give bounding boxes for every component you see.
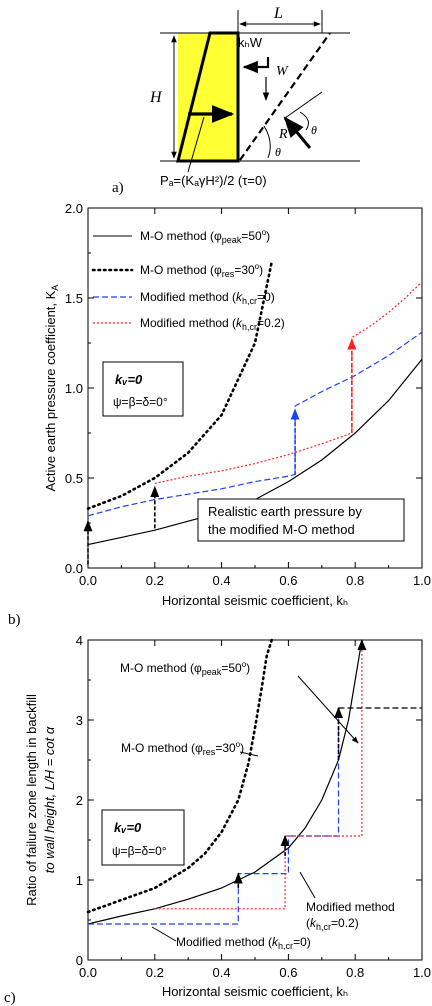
condition-b-angles: ψ=β=δ=0° xyxy=(113,395,168,409)
chartC-series-3-line xyxy=(154,640,363,910)
condition-c-angles: ψ=β=δ=0° xyxy=(112,844,167,858)
label-W: W xyxy=(276,64,289,79)
angle-arc-bottom xyxy=(263,125,271,159)
chartB-ytick-label: 0.0 xyxy=(65,561,83,576)
pa-leader xyxy=(187,116,205,173)
chartC-xtick-label: 0.2 xyxy=(146,965,164,980)
chartB-series-2-line xyxy=(87,331,423,517)
chartC-series-0-line xyxy=(87,639,363,925)
chartB-ytick-label: 2.0 xyxy=(65,201,83,216)
chartB-ytick-label: 1.0 xyxy=(65,381,83,396)
chartB-series-3-line xyxy=(154,281,423,484)
label-R: R xyxy=(278,127,288,142)
label-L: L xyxy=(273,5,283,22)
label-theta-1: θ xyxy=(311,123,317,137)
label-khW: kₕW xyxy=(238,35,263,50)
chartB-xtick-label: 0.2 xyxy=(146,573,164,588)
R-arrow xyxy=(283,116,312,149)
chartC-ytick-label: 0 xyxy=(76,953,83,968)
khW-arrow xyxy=(242,57,270,74)
wall-diagram: H L kₕW W R θ θ Pₐ=(KₐγH²)/2 (τ=0) a) xyxy=(112,5,360,196)
label-H: H xyxy=(149,89,163,106)
chartB-ytick-label: 1.5 xyxy=(65,291,83,306)
leader-c-mo-peak xyxy=(297,675,359,744)
chart-c-ylabel-2: to wall height, L/H = cot α xyxy=(42,726,57,873)
condition-c-kv: kᵥ=0 xyxy=(114,820,142,835)
chart-b-ylabel: Active earth pressure coefficient, KA xyxy=(43,285,60,492)
annotation-box-b xyxy=(197,498,405,542)
condition-box-b xyxy=(102,361,184,417)
chartC-ytick-label: 2 xyxy=(76,793,83,808)
legend-b-label-4: Modified method (kh,cr=0.2) xyxy=(140,316,285,332)
chartC-xtick-label: 0.6 xyxy=(279,965,297,980)
chartC-ytick-label: 1 xyxy=(76,873,83,888)
condition-b-kv: kᵥ=0 xyxy=(115,372,143,387)
leader-c-mo-res xyxy=(239,751,259,757)
legend-b-label-1: M-O method (φpeak=50o) xyxy=(140,228,270,245)
label-theta-2: θ xyxy=(275,145,281,159)
label-c-mo-res: M-O method (φres=30o) xyxy=(121,740,244,757)
label-c-mo-peak: M-O method (φpeak=50o) xyxy=(120,660,250,677)
chartB-xtick-label: 0.4 xyxy=(213,573,231,588)
leader-c-mod02 xyxy=(299,871,316,899)
annotation-b-line2: the modified M-O method xyxy=(208,522,355,537)
angle-arc-top xyxy=(299,111,309,131)
chartB-xtick-label: 1.0 xyxy=(413,573,431,588)
chartC-xtick-label: 0.4 xyxy=(213,965,231,980)
chartC-ytick-label: 3 xyxy=(76,713,83,728)
condition-box-c xyxy=(101,809,185,866)
legend-b: M-O method (φpeak=50o) M-O method (φres=… xyxy=(91,228,285,332)
chartC-ytick-label: 4 xyxy=(76,633,83,648)
chartC-xtick-label: 0.8 xyxy=(346,965,364,980)
chart-c-xlabel-text: Horizontal seismic coefficient, kₕ xyxy=(162,984,348,999)
label-c-mod0: Modified method (kh,cr=0) xyxy=(176,935,311,951)
chart-b: 0.0 0.2 0.4 0.6 0.8 1.0 0.0 0.5 1.0 1.5 2.0 M-O me… xyxy=(8,201,431,628)
annotation-b-line1: Realistic earth pressure by xyxy=(208,504,362,519)
chart-b-ylabel-main: Active earth pressure coefficient, K xyxy=(43,290,58,491)
normal-line xyxy=(284,91,323,119)
label-c-mod02-1: Modified method xyxy=(306,900,395,914)
legend-b-label-2: M-O method (φres=30o) xyxy=(140,262,263,279)
legend-b-label-3: Modified method (kh,cr=0) xyxy=(140,290,275,306)
leader-c-mod0 xyxy=(151,926,177,942)
chartC-xtick-label: 0.0 xyxy=(79,965,97,980)
chart-b-xlabel: Horizontal seismic coefficient, kₕ xyxy=(162,593,348,608)
chartC-series-1-line xyxy=(86,638,274,914)
pa-formula: Pₐ=(KₐγH²)/2 (τ=0) xyxy=(160,173,267,188)
chart-c-ylabel-1: Ratio of failure zone length in backfill xyxy=(24,694,39,906)
panel-b-label: b) xyxy=(8,612,21,628)
chart-c-xlabel: Horizontal seismic coefficient, kₕ xyxy=(162,984,348,999)
chart-b-ylabel-sub: A xyxy=(50,285,60,291)
label-c-mod02-2: (kh,cr=0.2) xyxy=(306,916,359,932)
chart-c: 0.0 0.2 0.4 0.6 0.8 1.0 0 1 2 3 4 kᵥ=0 ψ=β=δ=0° M-… xyxy=(4,633,431,1006)
chartB-xtick-label: 0.0 xyxy=(79,573,97,588)
chartC-xtick-label: 1.0 xyxy=(413,965,431,980)
chartB-xtick-label: 0.6 xyxy=(279,573,297,588)
panel-c-label: c) xyxy=(4,990,16,1006)
chartB-xtick-label: 0.8 xyxy=(346,573,364,588)
chartB-ytick-label: 0.5 xyxy=(65,471,83,486)
failure-plane xyxy=(239,32,331,161)
chartB-series-1-line xyxy=(86,260,274,510)
panel-a-label: a) xyxy=(112,180,124,196)
